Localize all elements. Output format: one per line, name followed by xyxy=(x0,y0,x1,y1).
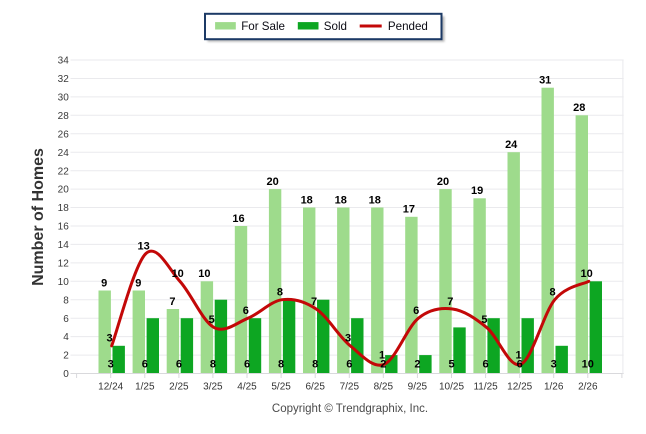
svg-text:10: 10 xyxy=(172,268,184,280)
svg-text:2/25: 2/25 xyxy=(169,382,189,393)
svg-text:10: 10 xyxy=(580,268,592,280)
svg-text:22: 22 xyxy=(58,166,70,177)
svg-text:6: 6 xyxy=(244,358,250,370)
svg-text:24: 24 xyxy=(505,139,518,151)
svg-text:9: 9 xyxy=(135,277,141,289)
svg-text:10: 10 xyxy=(58,277,70,288)
svg-text:6/25: 6/25 xyxy=(305,382,325,393)
svg-text:7: 7 xyxy=(447,296,453,308)
svg-text:12/25: 12/25 xyxy=(507,382,532,393)
svg-text:20: 20 xyxy=(437,176,449,188)
svg-text:8: 8 xyxy=(278,358,284,370)
svg-text:30: 30 xyxy=(58,93,70,104)
svg-text:8: 8 xyxy=(210,358,216,370)
svg-text:4: 4 xyxy=(63,332,69,343)
svg-text:5/25: 5/25 xyxy=(271,382,291,393)
svg-text:13: 13 xyxy=(137,240,149,252)
svg-text:18: 18 xyxy=(58,203,70,214)
svg-text:34: 34 xyxy=(58,56,70,67)
svg-text:16: 16 xyxy=(232,213,244,225)
svg-text:10: 10 xyxy=(582,358,594,370)
svg-text:3/25: 3/25 xyxy=(203,382,223,393)
svg-text:24: 24 xyxy=(58,148,70,159)
svg-text:6: 6 xyxy=(517,358,523,370)
svg-text:3: 3 xyxy=(551,358,557,370)
svg-text:6: 6 xyxy=(63,314,69,325)
svg-text:5: 5 xyxy=(481,314,487,326)
svg-text:1/25: 1/25 xyxy=(135,382,155,393)
svg-text:20: 20 xyxy=(266,176,278,188)
svg-text:5: 5 xyxy=(448,358,454,370)
svg-text:18: 18 xyxy=(335,194,347,206)
svg-text:2: 2 xyxy=(63,351,69,362)
svg-text:32: 32 xyxy=(58,74,70,85)
svg-text:31: 31 xyxy=(539,75,551,87)
svg-text:1: 1 xyxy=(379,350,385,362)
svg-text:8/25: 8/25 xyxy=(374,382,394,393)
svg-text:14: 14 xyxy=(58,240,70,251)
svg-text:7: 7 xyxy=(311,296,317,308)
svg-text:28: 28 xyxy=(573,102,585,114)
svg-text:6: 6 xyxy=(483,358,489,370)
svg-text:2: 2 xyxy=(414,358,420,370)
svg-text:Number of Homes: Number of Homes xyxy=(30,148,47,286)
svg-text:16: 16 xyxy=(58,222,70,233)
svg-text:6: 6 xyxy=(142,358,148,370)
svg-text:8: 8 xyxy=(312,358,318,370)
svg-text:3: 3 xyxy=(106,333,112,345)
svg-text:3: 3 xyxy=(108,358,114,370)
svg-text:Sold: Sold xyxy=(324,20,347,33)
svg-text:0: 0 xyxy=(63,369,69,380)
svg-text:28: 28 xyxy=(58,111,70,122)
svg-text:1: 1 xyxy=(515,350,521,362)
svg-text:17: 17 xyxy=(403,204,415,216)
svg-text:12/24: 12/24 xyxy=(98,382,123,393)
svg-text:9: 9 xyxy=(101,277,107,289)
svg-text:8: 8 xyxy=(63,295,69,306)
svg-text:2: 2 xyxy=(380,358,386,370)
svg-text:6: 6 xyxy=(176,358,182,370)
svg-text:2/26: 2/26 xyxy=(578,382,598,393)
svg-text:26: 26 xyxy=(58,129,70,140)
svg-text:6: 6 xyxy=(346,358,352,370)
svg-text:Copyright © Trendgraphix, Inc.: Copyright © Trendgraphix, Inc. xyxy=(272,403,428,415)
svg-text:18: 18 xyxy=(369,194,381,206)
svg-text:3: 3 xyxy=(345,333,351,345)
svg-text:1/26: 1/26 xyxy=(544,382,564,393)
svg-text:10/25: 10/25 xyxy=(439,382,464,393)
svg-text:18: 18 xyxy=(301,194,313,206)
svg-text:10: 10 xyxy=(198,268,210,280)
svg-text:4/25: 4/25 xyxy=(237,382,257,393)
svg-text:5: 5 xyxy=(209,314,215,326)
svg-text:12: 12 xyxy=(58,259,70,270)
svg-text:9/25: 9/25 xyxy=(408,382,428,393)
svg-text:7: 7 xyxy=(169,296,175,308)
svg-text:11/25: 11/25 xyxy=(473,382,498,393)
svg-text:19: 19 xyxy=(471,185,483,197)
svg-text:Pended: Pended xyxy=(388,20,428,33)
svg-text:8: 8 xyxy=(549,287,555,299)
svg-text:8: 8 xyxy=(277,287,283,299)
svg-text:6: 6 xyxy=(243,305,249,317)
svg-text:20: 20 xyxy=(58,185,70,196)
svg-text:6: 6 xyxy=(413,305,419,317)
svg-text:7/25: 7/25 xyxy=(340,382,360,393)
svg-text:For Sale: For Sale xyxy=(241,20,285,33)
